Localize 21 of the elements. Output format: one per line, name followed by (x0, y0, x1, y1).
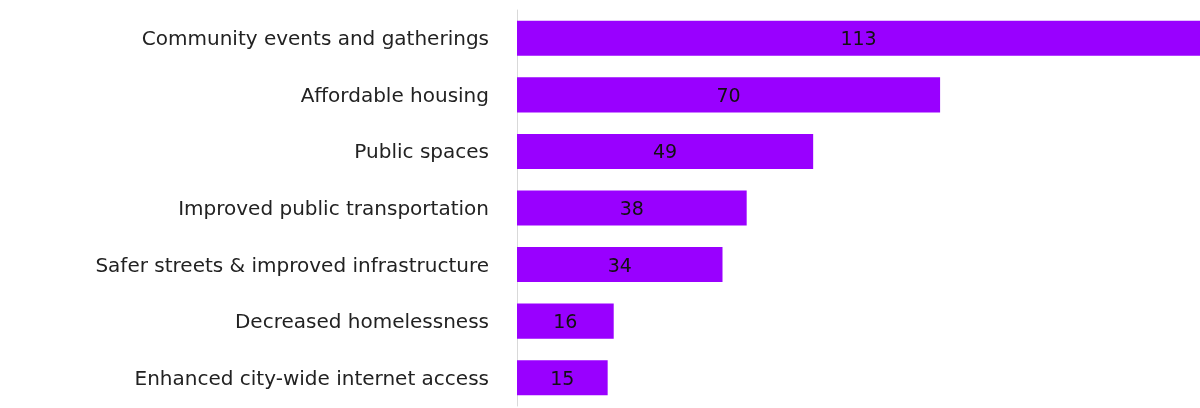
y-tick-label: Public spaces (354, 139, 489, 164)
data-label: 113 (840, 27, 877, 50)
data-label: 70 (716, 83, 741, 106)
bar (517, 190, 747, 226)
data-label: 38 (619, 197, 644, 219)
y-tick-label: Community events and gatherings (141, 26, 489, 51)
data-label: 16 (553, 310, 578, 333)
y-tick-label: Affordable housing (300, 82, 489, 107)
bar (517, 133, 814, 169)
bar (517, 303, 614, 339)
data-label: 49 (652, 140, 678, 163)
y-tick-label: Decreased homelessness (234, 309, 489, 334)
bar (517, 20, 1200, 56)
data-label: 34 (607, 253, 632, 276)
bar (517, 77, 941, 113)
bar (517, 247, 723, 283)
y-tick-label: Enhanced city-wide internet access (134, 365, 489, 390)
y-tick-label: Safer streets & improved infrastructure (95, 252, 489, 277)
y-tick-label: Improved public transportation (178, 196, 489, 220)
data-label: 15 (550, 366, 575, 389)
bar (517, 360, 608, 396)
